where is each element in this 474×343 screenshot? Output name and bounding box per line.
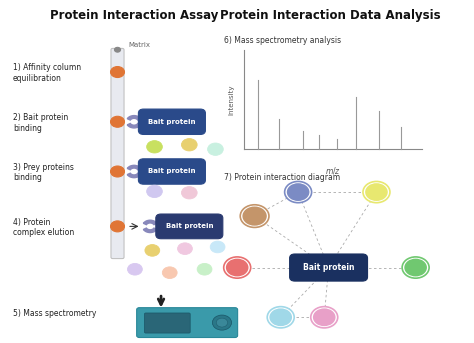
Circle shape [365,183,388,201]
FancyBboxPatch shape [156,214,223,239]
Text: 4) Protein
complex elution: 4) Protein complex elution [13,218,74,237]
Circle shape [313,308,336,326]
Circle shape [269,308,292,326]
Circle shape [363,181,390,203]
Circle shape [128,263,142,275]
Circle shape [110,116,125,127]
Text: Intensity: Intensity [228,84,235,115]
Wedge shape [127,116,141,120]
Circle shape [311,307,338,328]
Text: Bait protein: Bait protein [303,263,355,272]
Circle shape [110,166,125,177]
Circle shape [404,259,427,276]
Circle shape [162,267,177,279]
Text: Bait protein: Bait protein [148,119,196,125]
Circle shape [208,143,223,155]
Wedge shape [143,228,157,233]
Circle shape [226,259,248,276]
Circle shape [110,221,125,232]
Circle shape [224,257,251,278]
Circle shape [267,307,294,328]
FancyBboxPatch shape [111,48,124,259]
FancyBboxPatch shape [137,308,237,338]
Circle shape [216,318,228,327]
Circle shape [212,315,231,330]
FancyBboxPatch shape [138,159,205,184]
Circle shape [287,183,310,201]
Wedge shape [143,220,157,225]
Text: Bait protein: Bait protein [148,168,196,175]
Wedge shape [127,123,141,128]
Circle shape [402,257,429,278]
FancyBboxPatch shape [138,109,205,134]
Circle shape [284,181,311,203]
Circle shape [110,67,125,78]
Wedge shape [127,173,141,178]
Text: Protein Interaction Assay: Protein Interaction Assay [50,9,219,22]
Text: 5) Mass spectrometry: 5) Mass spectrometry [13,309,96,318]
Text: Protein Interaction Data Analysis: Protein Interaction Data Analysis [220,9,440,22]
Circle shape [178,243,192,255]
Circle shape [182,187,197,199]
Text: $m/z$: $m/z$ [325,165,341,176]
Circle shape [114,47,120,52]
Circle shape [146,185,162,198]
Text: 7) Protein interaction diagram: 7) Protein interaction diagram [224,173,340,182]
FancyBboxPatch shape [145,313,190,333]
Text: 1) Affinity column
equilibration: 1) Affinity column equilibration [13,63,81,83]
Text: 6) Mass spectrometry analysis: 6) Mass spectrometry analysis [224,36,341,45]
Circle shape [182,139,197,151]
Text: 2) Bait protein
binding: 2) Bait protein binding [13,113,68,133]
FancyBboxPatch shape [290,254,367,281]
Text: Matrix: Matrix [128,42,150,48]
Circle shape [146,141,162,153]
Text: 3) Prey proteins
binding: 3) Prey proteins binding [13,163,74,182]
Circle shape [210,241,225,253]
Text: Bait protein: Bait protein [165,223,213,229]
Circle shape [242,206,267,226]
Circle shape [197,263,212,275]
Circle shape [240,205,269,227]
Circle shape [145,245,160,256]
Wedge shape [127,165,141,170]
